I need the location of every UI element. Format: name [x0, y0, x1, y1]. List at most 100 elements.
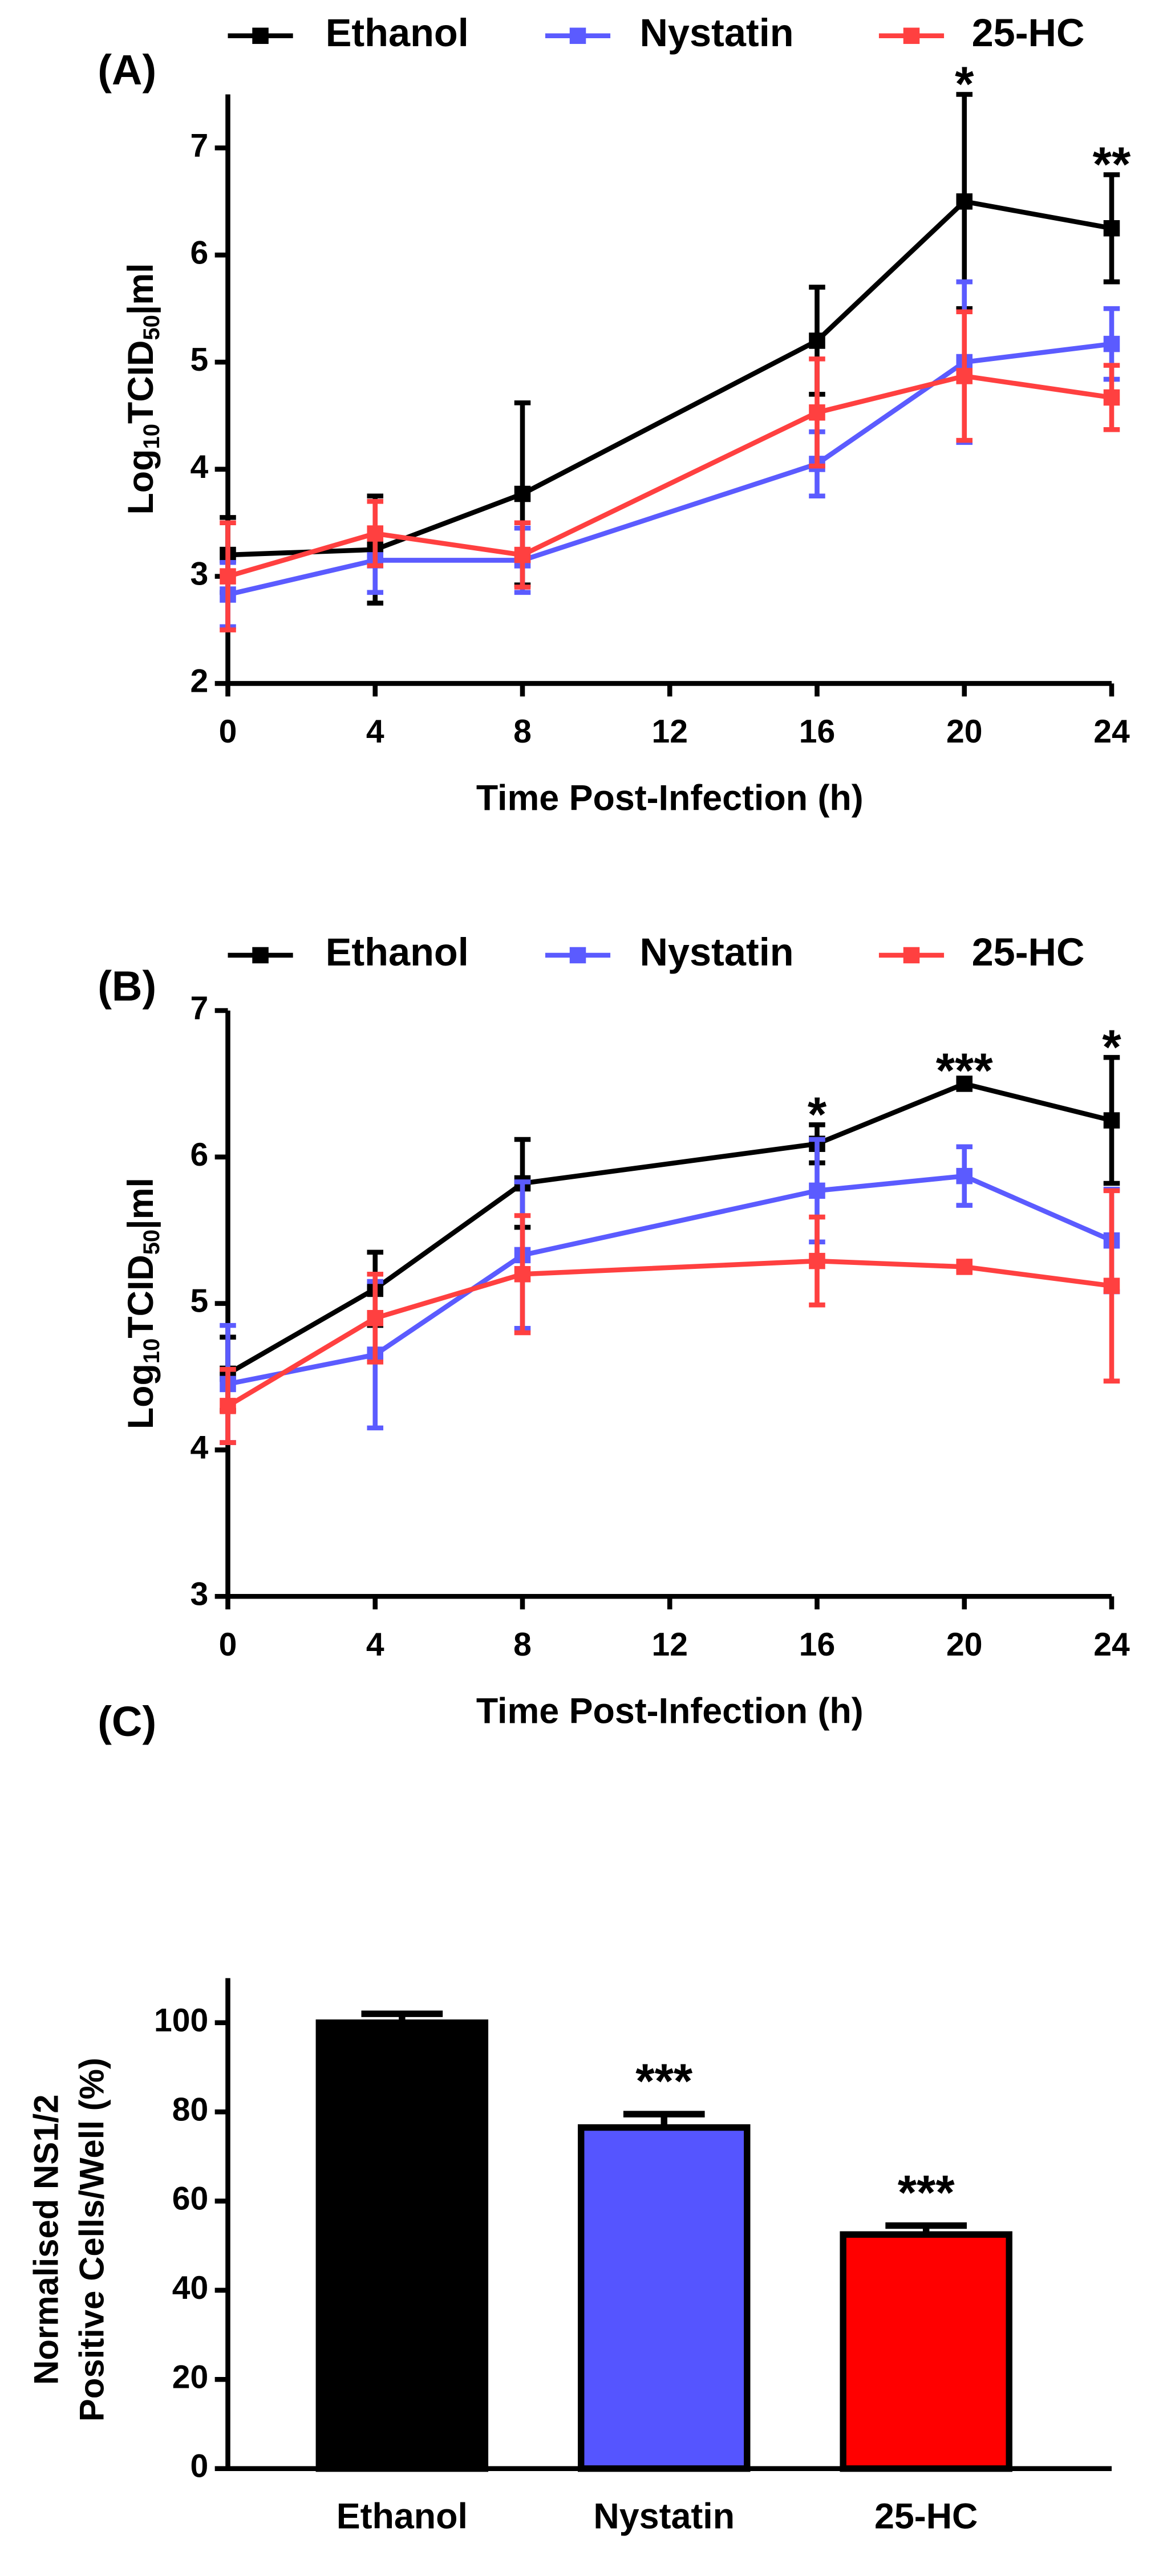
bar — [840, 2231, 1012, 2472]
marker — [220, 568, 236, 585]
y-tick-label: 20 — [172, 2359, 208, 2395]
significance: * — [808, 1088, 827, 1142]
marker — [514, 1265, 531, 1283]
bar — [315, 2019, 489, 2472]
marker — [956, 193, 973, 210]
legend-marker — [903, 947, 920, 964]
y-tick-label: 80 — [172, 2091, 208, 2128]
y-tick-label: 4 — [191, 1429, 209, 1466]
y-tick-label: 0 — [191, 2448, 209, 2485]
y-tick-label: 2 — [191, 663, 209, 700]
marker — [809, 332, 825, 349]
marker — [956, 1076, 973, 1092]
x-tick-label: 16 — [799, 713, 835, 750]
x-tick-label: 4 — [366, 713, 384, 750]
legend-label: Ethanol — [326, 930, 469, 974]
x-tick-label: 16 — [799, 1626, 835, 1663]
x-axis-label: Time Post-Infection (h) — [476, 778, 864, 818]
significance: * — [1102, 1020, 1121, 1074]
y-axis-label-part: TCID — [121, 1255, 161, 1338]
legend-marker — [569, 947, 586, 964]
y-tick-label: 3 — [191, 556, 209, 593]
marker — [956, 368, 973, 384]
bar — [578, 2124, 751, 2472]
x-tick-label: 12 — [652, 713, 688, 750]
significance: ** — [1093, 138, 1131, 192]
marker — [220, 1398, 236, 1414]
error-bar — [361, 2010, 443, 2023]
marker — [1103, 1277, 1120, 1295]
y-axis-label-part: 10 — [139, 1338, 164, 1364]
y-tick-label: 6 — [191, 1137, 209, 1173]
x-tick-label: 20 — [946, 713, 982, 750]
marker — [956, 1167, 973, 1184]
legend-marker — [903, 27, 920, 44]
panel-label: (B) — [98, 962, 156, 1009]
marker — [1103, 220, 1120, 237]
error-bar — [623, 2111, 705, 2128]
y-tick-label: 3 — [191, 1576, 209, 1612]
marker — [1103, 335, 1120, 352]
marker — [514, 485, 531, 502]
y-axis-label-part: 50 — [139, 315, 164, 340]
x-tick-label: 8 — [513, 713, 532, 750]
y-axis-label-part: Log — [121, 449, 161, 515]
marker — [514, 546, 531, 563]
marker — [809, 1252, 825, 1269]
significance: *** — [635, 2054, 693, 2108]
x-tick-label: 24 — [1093, 713, 1130, 750]
y-axis-label: Normalised NS1/2 — [27, 2094, 65, 2384]
marker — [367, 1310, 384, 1326]
marker — [809, 404, 825, 421]
y-tick-label: 100 — [154, 2002, 208, 2039]
legend-label: Ethanol — [326, 11, 469, 55]
x-tick-label: 25-HC — [874, 2497, 978, 2537]
y-axis-label: Positive Cells/Well (%) — [72, 2058, 111, 2421]
y-axis-label-part: |ml — [121, 263, 161, 315]
y-tick-label: 5 — [191, 342, 209, 378]
y-axis-label: Log10TCID50|ml — [121, 263, 164, 514]
y-axis-label-part: Log — [121, 1364, 161, 1429]
legend-label: Nystatin — [639, 11, 793, 55]
legend-label: 25-HC — [972, 930, 1085, 974]
marker — [367, 525, 384, 542]
series-line — [226, 1258, 1112, 1409]
y-axis-label-part: TCID — [121, 340, 161, 424]
legend-label: Nystatin — [639, 930, 793, 974]
x-tick-label: 0 — [219, 1626, 237, 1663]
panel-label: (C) — [98, 1698, 156, 1745]
x-tick-label: 20 — [946, 1626, 982, 1663]
marker — [1103, 389, 1120, 406]
significance: *** — [898, 2166, 955, 2220]
legend-label: 25-HC — [972, 11, 1085, 55]
x-tick-label: Nystatin — [593, 2497, 735, 2537]
x-tick-label: 24 — [1093, 1626, 1130, 1663]
marker — [956, 1259, 973, 1275]
y-tick-label: 4 — [191, 449, 209, 485]
y-tick-label: 6 — [191, 234, 209, 271]
x-tick-label: 12 — [652, 1626, 688, 1663]
series-line — [228, 198, 1112, 558]
legend-marker — [252, 947, 269, 964]
y-tick-label: 7 — [191, 990, 209, 1027]
y-tick-label: 60 — [172, 2181, 208, 2217]
x-tick-label: 4 — [366, 1626, 384, 1663]
series-line — [226, 1081, 1113, 1376]
series-line — [227, 1173, 1113, 1387]
y-axis-label-part: 10 — [139, 424, 164, 449]
significance: * — [955, 58, 974, 112]
y-tick-label: 5 — [191, 1283, 209, 1320]
error-bar — [885, 2222, 967, 2235]
marker — [809, 1182, 825, 1199]
legend-marker — [252, 27, 269, 44]
marker — [1103, 1112, 1120, 1129]
y-axis-label: Log10TCID50|ml — [121, 1178, 164, 1429]
significance: *** — [936, 1044, 994, 1098]
y-tick-label: 40 — [172, 2270, 208, 2306]
panel-label: (A) — [98, 46, 156, 94]
x-tick-label: 0 — [219, 713, 237, 750]
x-tick-label: 8 — [513, 1626, 532, 1663]
y-tick-label: 7 — [191, 127, 209, 164]
